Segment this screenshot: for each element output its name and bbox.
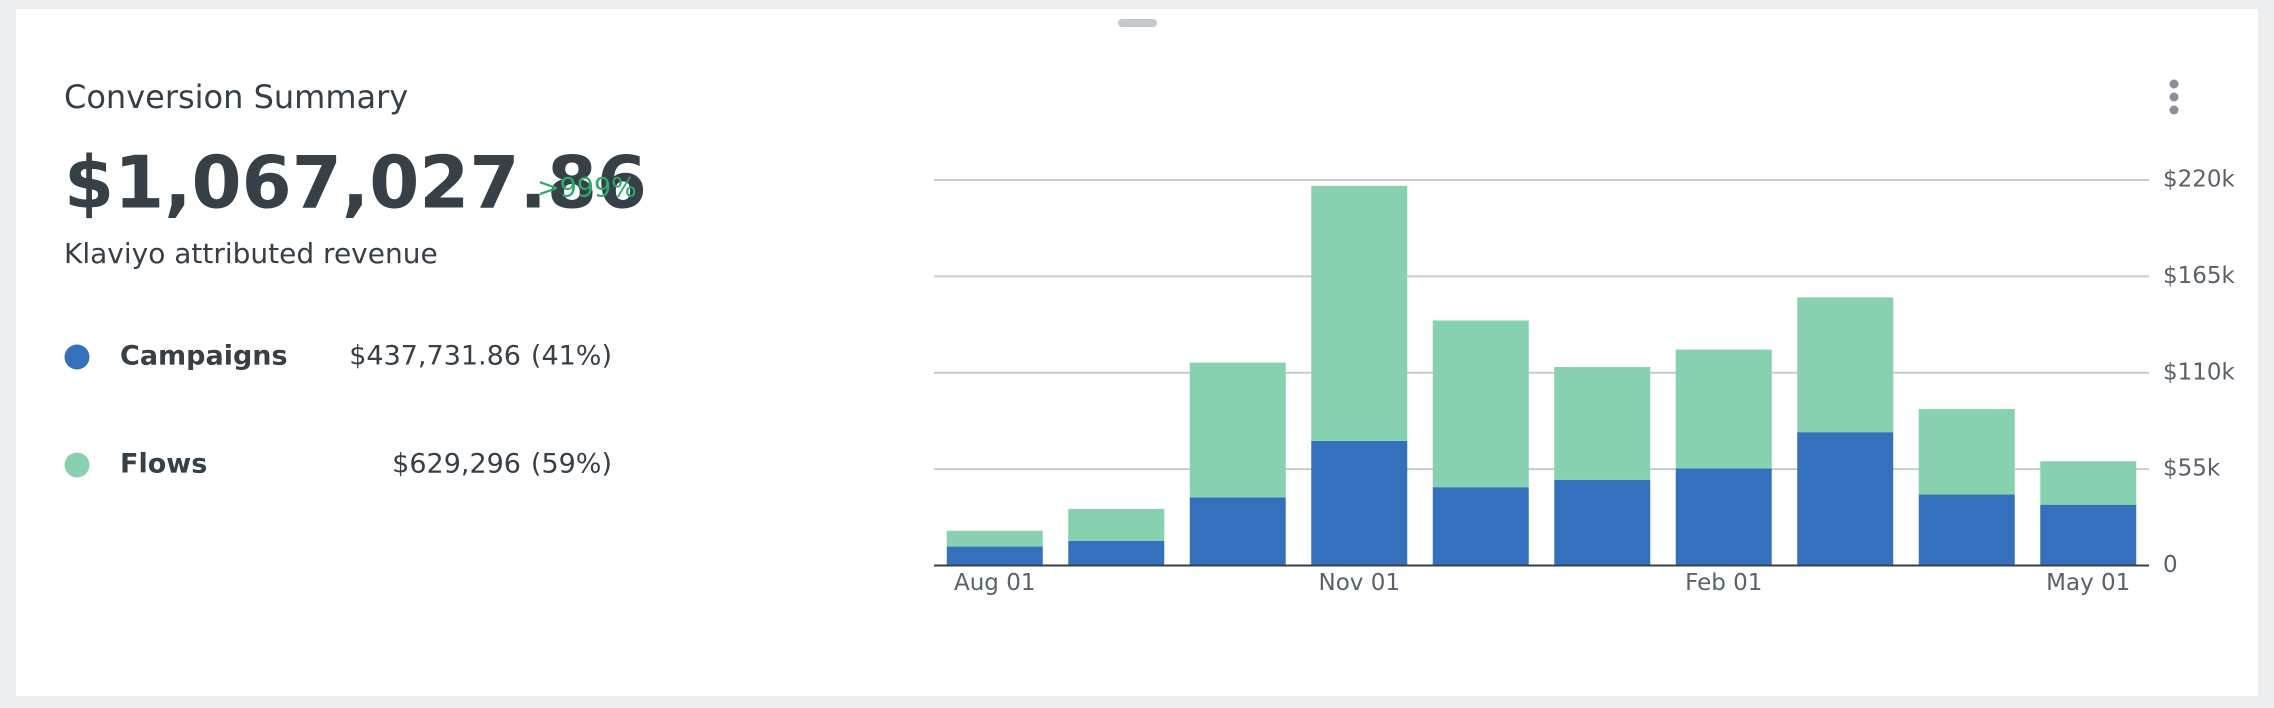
total-revenue: $1,067,027.86: [64, 141, 647, 225]
menu-button[interactable]: [2169, 79, 2179, 115]
y-tick-label: $110k: [2163, 359, 2236, 385]
bar-segment: [1432, 487, 1529, 566]
bar-segment: [1675, 468, 1772, 566]
legend-label: Campaigns: [120, 341, 288, 372]
menu-dot: [2169, 79, 2179, 89]
bar-segment: [1189, 362, 1286, 498]
x-tick-label: Feb 01: [1685, 570, 1762, 596]
bar-segment: [2040, 461, 2137, 505]
bar-segment: [1918, 494, 2015, 566]
card-title: Conversion Summary: [64, 78, 408, 116]
bar-segment: [1311, 440, 1408, 566]
legend-amount: $437,731.86: [349, 341, 521, 372]
bar-segment: [1432, 320, 1529, 488]
menu-dot: [2169, 105, 2179, 115]
x-tick-label: Aug 01: [954, 570, 1036, 596]
legend-swatch: [64, 344, 90, 370]
subtitle: Klaviyo attributed revenue: [64, 237, 438, 270]
change-badge: >999%: [537, 173, 637, 204]
y-tick-label: $165k: [2163, 263, 2236, 289]
legend-share: (41%): [531, 341, 612, 372]
bar-segment: [1797, 432, 1894, 566]
bar-segment: [1311, 185, 1408, 441]
x-tick-label: May 01: [2046, 570, 2130, 596]
drag-handle[interactable]: [1118, 19, 1157, 27]
bar-segment: [1554, 479, 1651, 566]
legend-amount: $629,296: [392, 449, 521, 480]
y-tick-label: $55k: [2163, 456, 2221, 482]
bar-segment: [1797, 297, 1894, 433]
bar-segment: [1068, 508, 1165, 541]
bar-segment: [1189, 497, 1286, 566]
y-tick-label: $220k: [2163, 167, 2236, 193]
bar-segment: [946, 530, 1043, 547]
bar-segment: [1918, 409, 2015, 495]
legend-label: Flows: [120, 449, 207, 480]
bar-segment: [1675, 349, 1772, 469]
legend: Campaigns $437,731.86 (41%) Flows $629,296 (5…: [64, 341, 612, 480]
bar-segment: [1554, 366, 1651, 480]
bar-segment: [2040, 504, 2137, 566]
y-tick-label: 0: [2163, 552, 2178, 578]
x-tick-label: Nov 01: [1319, 570, 1400, 596]
legend-swatch: [64, 452, 90, 478]
menu-dot: [2169, 92, 2179, 102]
legend-share: (59%): [531, 449, 612, 480]
bar-segment: [1068, 540, 1165, 566]
bar-segment: [946, 546, 1043, 566]
